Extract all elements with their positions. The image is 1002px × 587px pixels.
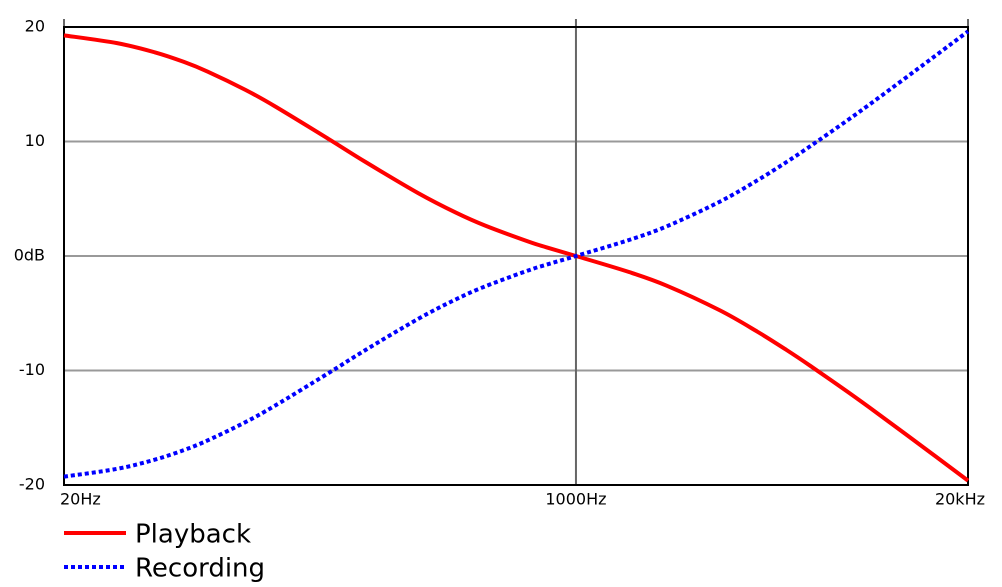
plot-border (63, 26, 969, 486)
x-tick-label: 20Hz (60, 490, 101, 509)
y-tick-label: 20 (25, 17, 45, 36)
legend-label: Playback (135, 520, 251, 550)
x-tick-label: 1000Hz (545, 490, 606, 509)
y-tick-label: -20 (19, 475, 45, 494)
legend-label: Recording (135, 554, 265, 584)
y-tick-label: 0dB (14, 246, 45, 265)
x-tick-label: 20kHz (935, 490, 985, 509)
y-tick-label: -10 (19, 360, 45, 379)
line-series (63, 29, 970, 479)
line-series (63, 33, 970, 483)
y-tick-label: 10 (25, 131, 45, 150)
